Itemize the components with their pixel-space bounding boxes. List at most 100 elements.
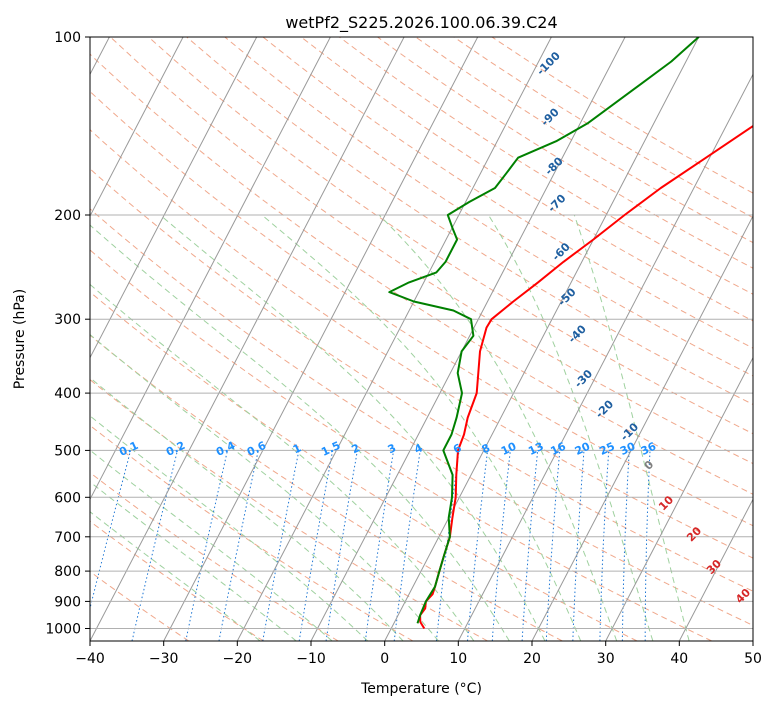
mixing-ratio-line [185,450,228,641]
x-tick-label: 0 [380,651,389,667]
moist-adiabat-line [90,511,261,641]
dry-adiabat-line [90,520,264,641]
mixing-ratio-line [298,450,334,641]
moist-adiabat-line [90,224,510,641]
dry-adiabat-line [300,37,753,322]
y-tick-label: 100 [54,30,81,46]
temperature-profile-line [419,124,753,630]
moist-adiabat-line [90,481,297,641]
mixing-ratio-label: 3 [386,441,398,456]
mixing-ratio-label: 0.6 [245,439,268,459]
mixing-ratio-label: 1 [291,441,303,456]
mixing-ratio-label: 2 [350,441,362,456]
mixing-ratio-line [599,450,610,641]
x-tick-label: 40 [670,651,688,667]
isotherm-line [605,356,753,641]
isotherm-line [163,37,479,641]
dry-adiabat-line [90,129,753,559]
mixing-ratio-label: 25 [597,440,616,458]
y-tick-label: 300 [54,312,81,328]
isotherm-line [90,37,331,501]
mixing-ratio-label: 13 [526,440,545,458]
moist-adiabat-line [90,415,369,641]
x-tick-label: 10 [449,651,467,667]
chart-title: wetPf2_S225.2026.100.06.39.C24 [285,13,557,33]
mixing-ratio-label: 10 [499,440,519,458]
mixing-ratio-label: 0.1 [117,439,140,459]
dry-adiabat-line [224,37,753,377]
moist-adiabat-line [159,214,546,641]
dry-adiabat-line [90,90,753,527]
mixing-ratio-line [545,450,561,641]
dry-adiabat-line [415,37,753,244]
mixing-ratio-label: 0.2 [164,439,187,459]
mixing-ratio-label: 1.5 [319,439,342,459]
mixing-ratio-label: 30 [618,440,638,458]
mixing-ratio-line [621,450,630,641]
mixing-ratio-label: 36 [639,440,659,458]
isotherm-label: -70 [545,192,568,215]
dry-adiabat-line [90,424,414,641]
moist-adiabat-line [90,449,333,641]
isotherm-label: -20 [593,397,616,420]
mixing-ratio-line [572,450,585,641]
isotherm-line [90,37,184,218]
dry-adiabat-line [339,37,753,295]
y-tick-label: 600 [54,490,81,506]
x-tick-label: −20 [223,651,253,667]
dewpoint-profile-line [388,37,700,624]
x-tick-label: −10 [296,651,326,667]
x-tick-label: 30 [597,651,615,667]
moist-adiabat-line [90,377,404,641]
isotherm-line [457,73,753,641]
moist-adiabat-line [261,214,582,641]
dry-adiabat-line [90,570,190,641]
y-tick-label: 900 [54,594,81,610]
y-axis-label: Pressure (hPa) [12,289,28,389]
isotherm-label: -90 [539,105,562,128]
isotherm-label: -40 [566,322,589,345]
mixing-ratio-line [393,450,421,641]
dry-adiabat-line [90,291,638,641]
dry-adiabat-line [262,37,753,349]
mixing-ratio-line [90,450,132,611]
dry-adiabat-line [90,168,753,592]
mixing-ratio-line [325,450,358,641]
y-tick-label: 700 [54,530,81,546]
mixing-ratio-label: 0.4 [214,439,237,459]
mixing-ratio-line [131,450,178,641]
y-tick-label: 400 [54,386,81,402]
moist-adiabat-line [378,214,618,641]
mixing-ratio-line [644,450,651,641]
isotherm-line [236,37,552,641]
isotherm-line [752,639,753,641]
mixing-ratio-label: 4 [412,441,425,456]
mixing-ratio-label: 20 [573,440,593,458]
y-tick-label: 1000 [45,622,81,638]
isotherm-line [678,498,753,641]
dry-adiabat-line [491,37,753,194]
mixing-ratio-line [435,450,460,641]
isoline-labels: 0.1 0.2 0.4 0.6 1 1.5 2 3 4 6 8 10 13 16 20 25 30 36-100-… [117,49,753,606]
isotherm-line [531,214,753,641]
isotherm-label: -10 [618,420,641,443]
mixing-ratio-line [364,450,395,641]
dry-adiabat-line [90,471,339,641]
x-axis-label: Temperature (°C) [360,681,482,697]
y-tick-label: 200 [54,208,81,224]
x-tick-label: −40 [75,651,105,667]
isotherm-line [90,37,258,359]
dry-adiabat-line [90,334,563,641]
isotherm-line [90,37,405,641]
isotherm-label: -60 [550,240,573,263]
background-lines [90,37,753,641]
moist-adiabat-line [90,283,475,641]
y-tick-label: 500 [54,443,81,459]
isotherm-label: 40 [733,586,753,606]
plot-frame [89,36,754,642]
mixing-ratio-label: 6 [451,441,464,456]
isotherm-label: -100 [534,49,563,78]
profile-lines [388,37,753,630]
mixing-ratio-line [262,450,300,641]
